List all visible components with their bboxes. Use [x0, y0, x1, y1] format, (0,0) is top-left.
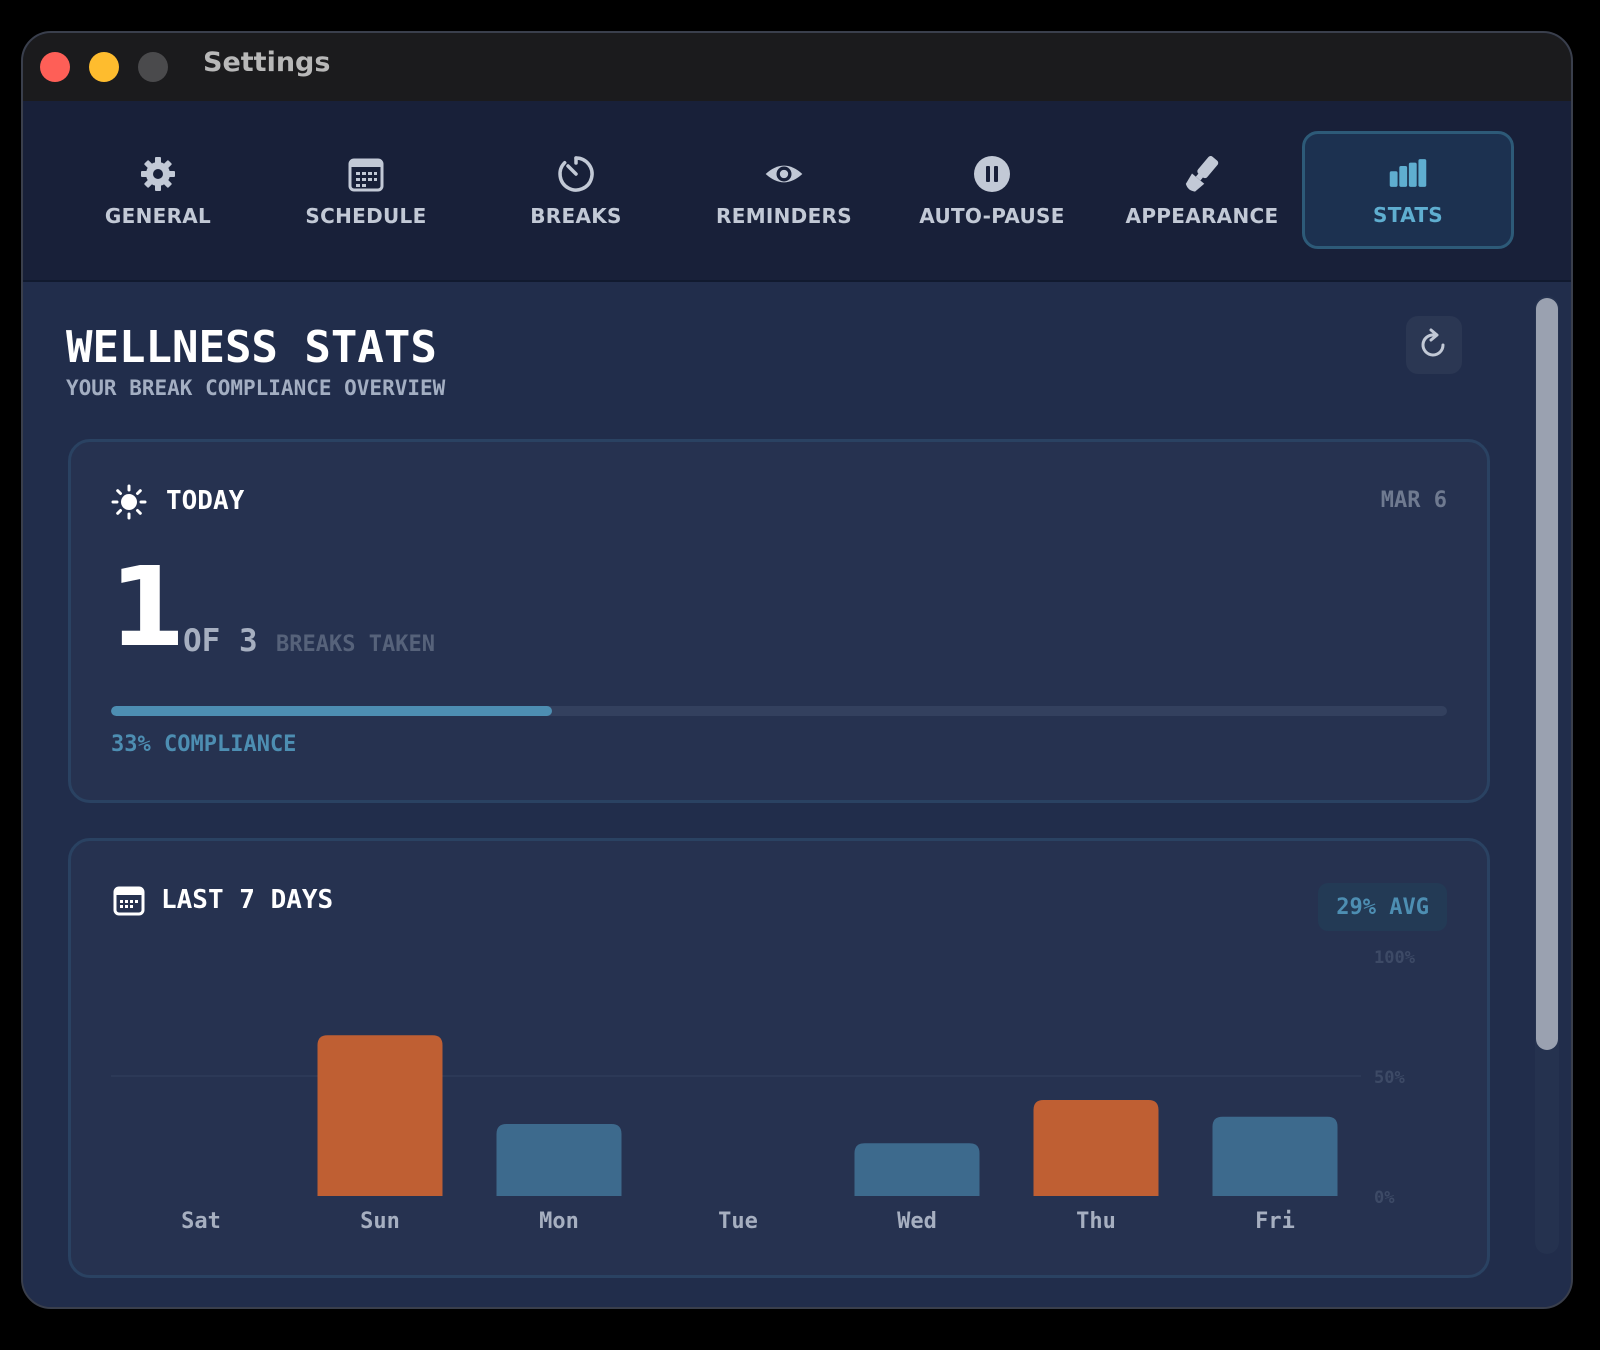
tab-label: BREAKS	[530, 203, 622, 228]
title-bar: Settings	[23, 33, 1571, 101]
tab-label: APPEARANCE	[1125, 203, 1279, 228]
bar-thu	[1033, 1100, 1159, 1196]
sun-icon	[111, 484, 147, 520]
x-tick-label: Tue	[718, 1209, 758, 1234]
page-title: WELLNESS STATS	[66, 322, 437, 373]
bar-sun	[317, 1035, 443, 1196]
y-tick-label: 100%	[1374, 948, 1416, 968]
x-tick-label: Sun	[360, 1209, 400, 1234]
tab-label: STATS	[1373, 203, 1443, 227]
tab-label: SCHEDULE	[305, 203, 427, 228]
today-date: MAR 6	[1380, 488, 1447, 513]
bar-mon	[496, 1124, 622, 1196]
refresh-icon	[1420, 328, 1448, 362]
eye-icon	[764, 154, 804, 194]
minimize-window-button[interactable]	[89, 52, 119, 82]
refresh-button[interactable]	[1406, 316, 1462, 374]
tab-breaks[interactable]: BREAKS	[489, 101, 663, 280]
y-tick-label: 0%	[1374, 1188, 1395, 1208]
compliance-text: 33% COMPLIANCE	[111, 732, 297, 757]
y-tick-label: 50%	[1374, 1068, 1405, 1088]
vertical-scrollbar[interactable]	[1535, 296, 1559, 1254]
tab-reminders[interactable]: REMINDERS	[697, 101, 871, 280]
compliance-progress-fill	[111, 706, 552, 716]
pause-icon	[972, 154, 1012, 194]
x-tick-label: Fri	[1255, 1209, 1295, 1234]
breaks-taken-count: 1	[109, 543, 186, 671]
settings-tab-bar: GENERAL SCHEDULE	[23, 101, 1571, 282]
tab-label: REMINDERS	[716, 203, 852, 228]
compliance-progress-bar	[111, 706, 1447, 716]
tab-label: GENERAL	[104, 203, 212, 228]
window-title: Settings	[203, 47, 331, 78]
weekly-bar-chart: 100% 50% 0% Sat Sun Mon Tue Wed Thu Fri	[111, 948, 1416, 1234]
x-tick-label: Wed	[897, 1209, 937, 1234]
average-badge: 29% AVG	[1318, 883, 1447, 931]
bar-fri	[1212, 1116, 1338, 1196]
tab-stats[interactable]: STATS	[1302, 131, 1514, 249]
settings-window: Settings	[21, 31, 1573, 1309]
x-tick-label: Mon	[539, 1209, 579, 1234]
last-7-days-label: LAST 7 DAYS	[161, 885, 334, 915]
calendar-icon	[111, 883, 147, 919]
tab-appearance[interactable]: APPEARANCE	[1115, 101, 1289, 280]
x-tick-label: Sat	[181, 1209, 221, 1234]
tab-general[interactable]: GENERAL	[71, 101, 245, 280]
today-card: TODAY MAR 6 1 OF 3 BREAKS TAKEN 33% COMP…	[68, 439, 1490, 803]
tab-schedule[interactable]: SCHEDULE	[279, 101, 453, 280]
close-window-button[interactable]	[40, 52, 70, 82]
timer-icon	[556, 154, 596, 194]
today-label: TODAY	[166, 486, 245, 516]
tab-label: AUTO-PAUSE	[919, 203, 1065, 228]
scrollbar-thumb[interactable]	[1536, 298, 1558, 1050]
bar-chart-icon	[1388, 153, 1428, 193]
breaks-taken-label: BREAKS TAKEN	[276, 632, 435, 657]
zoom-window-button[interactable]	[138, 52, 168, 82]
breaks-total: OF 3	[183, 623, 258, 659]
gear-icon	[138, 154, 178, 194]
paintbrush-icon	[1182, 154, 1222, 194]
bar-wed	[854, 1143, 980, 1196]
tab-auto-pause[interactable]: AUTO-PAUSE	[905, 101, 1079, 280]
last-7-days-card: LAST 7 DAYS 29% AVG 100% 50% 0% Sat Sun Mon Tu…	[68, 838, 1490, 1278]
calendar-icon	[346, 154, 386, 194]
page-subtitle: YOUR BREAK COMPLIANCE OVERVIEW	[66, 376, 446, 400]
x-tick-label: Thu	[1076, 1209, 1116, 1234]
stats-content: WELLNESS STATS YOUR BREAK COMPLIANCE OVE…	[23, 282, 1571, 1307]
